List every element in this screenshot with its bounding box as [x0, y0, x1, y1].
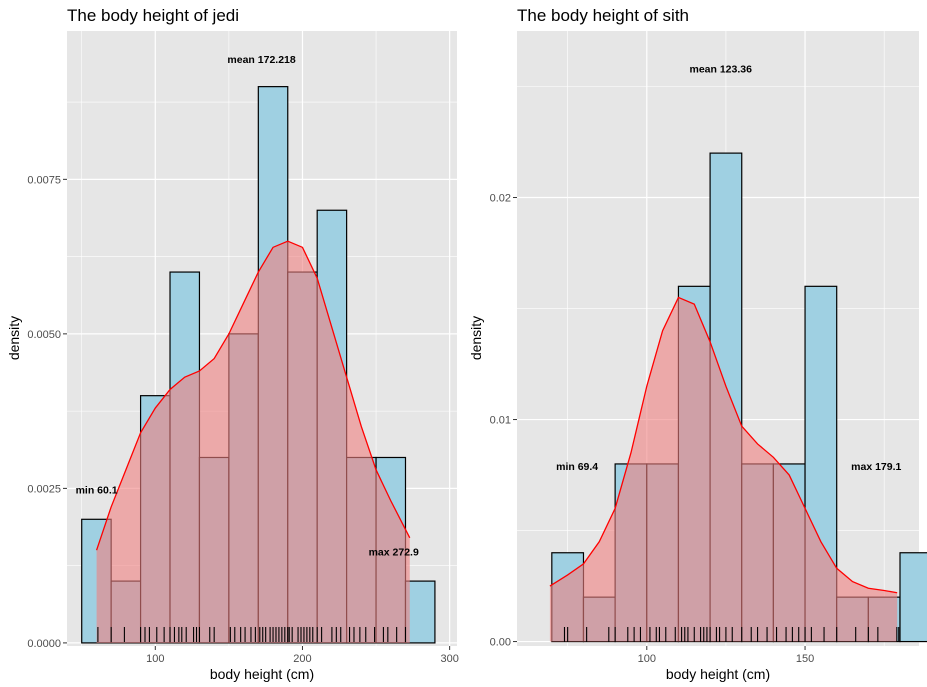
density-area: [549, 297, 898, 642]
y-tick-label: 0.0000: [27, 638, 61, 650]
y-tick-label: 0.0050: [27, 329, 61, 341]
chart-title: The body height of jedi: [67, 6, 239, 25]
y-axis-ticks: 0.00 0.01 0.02: [490, 193, 517, 649]
density-line: [95, 240, 411, 551]
density-line: [549, 296, 898, 594]
annotation-label: min 60.1: [76, 485, 118, 497]
x-axis-title: body height (cm): [666, 666, 770, 682]
x-tick-label: 100: [146, 653, 164, 665]
y-axis-title: density: [6, 316, 22, 360]
x-axis-ticks: 100 150: [638, 646, 814, 665]
y-tick-label: 0.0075: [27, 174, 61, 186]
x-tick-label: 100: [638, 653, 656, 665]
annotations: mean 172.218 min 60.1 max 272.9: [76, 54, 419, 559]
y-tick-label: 0.0025: [27, 483, 61, 495]
annotation-label: mean 123.36: [689, 64, 752, 76]
rug-marks: [97, 627, 407, 642]
histogram-bar: [899, 552, 927, 643]
y-tick-label: 0.00: [490, 637, 511, 649]
y-axis-ticks: 0.0000 0.0025 0.0050 0.0075: [27, 174, 67, 650]
annotation-label: max 272.9: [369, 546, 419, 558]
y-tick-label: 0.01: [490, 415, 511, 427]
x-tick-label: 150: [796, 653, 814, 665]
annotation-label: mean 172.218: [227, 54, 295, 66]
jedi-height-chart: The body height of jedi 0.00000.00250.00…: [6, 6, 459, 682]
sith-height-chart: The body height of sith 0.00 0.01 0.02 100…: [468, 6, 927, 682]
x-tick-label: 200: [293, 653, 311, 665]
annotation-label: max 179.1: [851, 461, 901, 473]
rug-marks: [563, 627, 900, 642]
x-axis-title: body height (cm): [210, 666, 314, 682]
annotations: mean 123.36 min 69.4 max 179.1: [556, 64, 901, 473]
y-axis-title: density: [468, 316, 484, 360]
y-tick-label: 0.02: [490, 193, 511, 205]
x-axis-ticks: 100 200 300: [146, 646, 459, 665]
chart-title: The body height of sith: [517, 6, 689, 25]
density-area: [96, 241, 410, 643]
histogram-bar: [404, 580, 436, 644]
x-tick-label: 300: [440, 653, 458, 665]
annotation-label: min 69.4: [556, 461, 598, 473]
